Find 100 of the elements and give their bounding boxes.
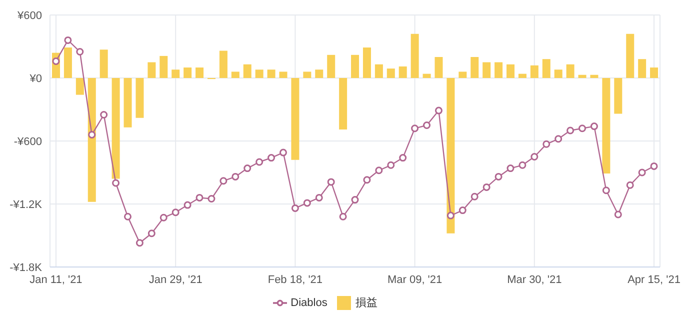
bar xyxy=(303,72,312,78)
bar xyxy=(279,72,288,78)
point xyxy=(244,164,252,172)
point xyxy=(554,135,562,143)
bar xyxy=(578,74,586,78)
bar xyxy=(542,59,550,78)
bar xyxy=(494,62,503,78)
point xyxy=(303,199,311,207)
bar xyxy=(650,68,658,78)
bar xyxy=(339,78,348,130)
y-tick-label: -¥600 xyxy=(14,136,42,148)
bar xyxy=(626,34,634,78)
bar xyxy=(100,50,108,78)
bar xyxy=(148,62,156,78)
x-tick-label: Mar 09, '21 xyxy=(387,274,442,286)
point xyxy=(327,178,335,186)
x-tick-label: Mar 30, '21 xyxy=(507,274,562,286)
point xyxy=(172,208,180,216)
point xyxy=(590,122,598,130)
point xyxy=(494,172,502,180)
point xyxy=(88,130,96,138)
bar xyxy=(458,72,467,78)
point xyxy=(411,124,419,132)
point xyxy=(196,194,204,202)
point xyxy=(291,204,299,212)
point xyxy=(566,126,574,134)
y-tick-label: ¥600 xyxy=(16,10,42,22)
point xyxy=(52,57,60,65)
point xyxy=(208,195,216,202)
point xyxy=(399,154,407,162)
legend-label: Diablos xyxy=(290,297,328,309)
bar xyxy=(506,64,515,78)
point xyxy=(626,181,634,189)
bar xyxy=(219,50,228,78)
bar xyxy=(76,78,84,95)
bar xyxy=(112,78,120,179)
bar xyxy=(184,68,192,78)
point xyxy=(256,158,264,166)
point xyxy=(446,212,454,220)
point xyxy=(124,212,132,220)
point xyxy=(614,210,622,218)
y-tick-label: ¥0 xyxy=(28,72,42,85)
y-tick-label: -¥1.8K xyxy=(10,262,43,274)
bar xyxy=(590,74,598,78)
bar xyxy=(386,68,395,78)
bar xyxy=(446,78,455,234)
bar xyxy=(160,56,168,78)
point xyxy=(578,124,586,132)
point xyxy=(268,154,276,162)
point xyxy=(160,214,168,222)
bar xyxy=(124,78,132,128)
bar xyxy=(398,66,407,78)
bar xyxy=(470,57,479,78)
point xyxy=(184,201,192,209)
bar xyxy=(518,74,526,78)
point xyxy=(482,183,490,191)
y-tick-label: -¥1.2K xyxy=(10,198,43,211)
bar xyxy=(243,64,252,78)
x-tick-label: Jan 11, '21 xyxy=(30,274,82,286)
point xyxy=(602,186,610,194)
bar xyxy=(88,78,96,202)
bar xyxy=(172,70,180,78)
point xyxy=(423,122,431,129)
bar xyxy=(566,64,574,78)
point xyxy=(220,177,228,185)
bar xyxy=(64,48,72,78)
point xyxy=(136,239,144,247)
bar xyxy=(482,62,491,78)
point xyxy=(542,140,550,148)
x-tick-label: Jan 29, '21 xyxy=(148,274,202,286)
bar xyxy=(267,70,276,78)
point xyxy=(76,48,84,56)
bar xyxy=(315,70,324,78)
bar xyxy=(231,72,240,78)
point xyxy=(530,153,538,160)
bar xyxy=(614,78,622,114)
bar xyxy=(410,34,419,78)
bar xyxy=(291,78,300,160)
point xyxy=(434,106,442,114)
point xyxy=(638,168,646,176)
point xyxy=(506,164,514,172)
bar xyxy=(602,78,610,174)
legend-label: 損益 xyxy=(355,297,378,309)
bar xyxy=(327,54,336,78)
point xyxy=(387,161,395,169)
bar xyxy=(374,64,383,78)
bar xyxy=(351,54,360,78)
point xyxy=(351,196,359,204)
point xyxy=(363,176,371,184)
point xyxy=(458,206,466,214)
bar xyxy=(554,70,562,78)
point xyxy=(100,111,108,118)
point xyxy=(315,194,323,202)
bar xyxy=(196,68,204,78)
point xyxy=(375,166,383,174)
point xyxy=(148,230,156,238)
x-tick-label: Apr 15, '21 xyxy=(628,274,680,286)
point xyxy=(518,161,526,169)
bar xyxy=(638,59,646,78)
bar xyxy=(530,65,538,78)
